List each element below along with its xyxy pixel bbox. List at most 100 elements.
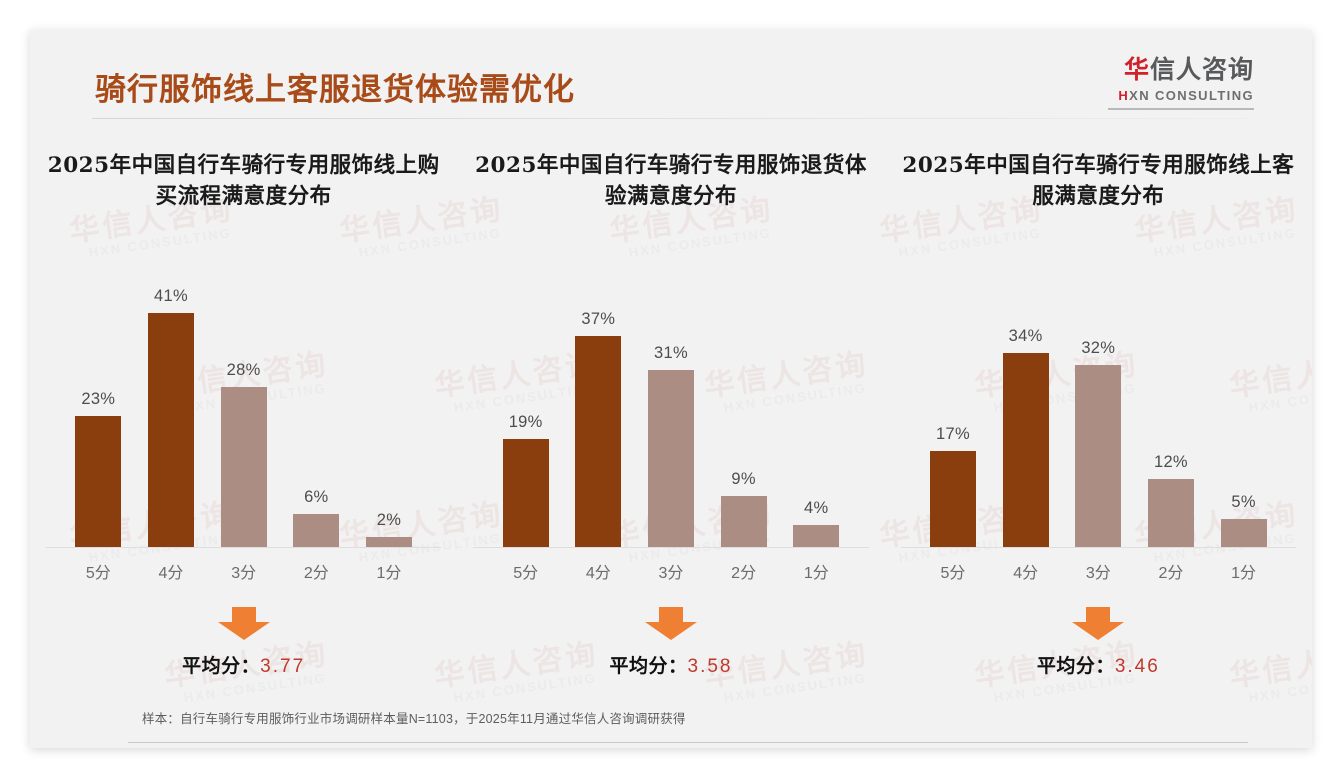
bar-1分[interactable] [365, 536, 412, 548]
bar-slot: 19% [491, 258, 560, 548]
bar-value-label: 5% [1231, 493, 1256, 512]
bar-value-label: 6% [304, 487, 329, 506]
average-score: 平均分：3.58 [471, 651, 870, 678]
x-tick-label: 4分 [158, 565, 184, 582]
bar-1分[interactable] [1220, 519, 1267, 548]
chart-title: 2025年中国自行车骑行专用服饰线上购买流程满意度分布 [47, 153, 440, 210]
chart-plot-area: 19% 37% 31% 9% 4% [471, 258, 870, 548]
bar-2分[interactable] [1147, 479, 1194, 548]
average-score-value: 3.58 [687, 656, 733, 677]
bar-4分[interactable] [575, 335, 622, 548]
bar-slot: 5% [1209, 258, 1278, 548]
bar-3分[interactable] [647, 370, 694, 548]
bar-slot: 17% [918, 258, 987, 548]
logo-en-accent: H [1118, 87, 1130, 103]
bar-3分[interactable] [1075, 364, 1122, 548]
x-axis-tick-labels: 5分 4分 3分 2分 1分 [489, 559, 852, 583]
bar-4分[interactable] [147, 312, 194, 548]
bar-slot: 6% [282, 258, 351, 548]
source-footnote: 样本：自行车骑行专用服饰行业市场调研样本量N=1103，于2025年11月通过华… [142, 712, 686, 726]
average-score-label: 平均分： [609, 655, 688, 677]
x-tick-label: 3分 [231, 565, 257, 582]
bar-5分[interactable] [929, 450, 976, 548]
x-tick-label: 2分 [303, 565, 329, 582]
down-arrow-icon [216, 607, 272, 641]
bar-value-label: 37% [581, 309, 616, 328]
x-axis-line [473, 547, 869, 548]
x-axis-tick-labels: 5分 4分 3分 2分 1分 [62, 559, 425, 583]
bar-slot: 34% [991, 258, 1060, 548]
chart-plot-area: 23% 41% 28% 6% 2% [44, 258, 443, 548]
slide-canvas: 华信人咨询 HXN CONSULTING 华信人咨询 HXN CONSULTING 华信… [30, 30, 1312, 748]
arrow-container [899, 607, 1298, 641]
page-title: 骑行服饰线上客服退货体验需优化 [95, 72, 575, 108]
bar-value-label: 31% [654, 344, 688, 363]
bar-value-label: 4% [804, 499, 829, 518]
slide-header: 骑行服饰线上客服退货体验需优化 [30, 30, 1312, 130]
title-divider [92, 118, 1247, 119]
bar-slot: 2% [354, 258, 423, 548]
x-axis-line [46, 547, 442, 548]
x-tick-label: 1分 [803, 565, 829, 582]
chart-title: 2025年中国自行车骑行专用服饰线上客服满意度分布 [902, 153, 1295, 210]
logo-underline [1108, 107, 1254, 110]
bar-value-label: 12% [1153, 453, 1188, 472]
x-axis-line [900, 547, 1296, 548]
chart-panel-1: 2025年中国自行车骑行专用服饰线上购买流程满意度分布 23% 41% 28% 6% 2%… [30, 150, 457, 678]
down-arrow-icon [643, 607, 699, 641]
bar-1分[interactable] [793, 525, 840, 548]
bar-value-label: 32% [1081, 338, 1116, 357]
arrow-container [44, 607, 443, 641]
average-score: 平均分：3.77 [44, 651, 443, 678]
x-tick-label: 5分 [940, 565, 966, 582]
x-tick-label: 1分 [1231, 565, 1257, 582]
chart-panel-2: 2025年中国自行车骑行专用服饰退货体验满意度分布 19% 37% 31% 9% 4% 5分… [457, 150, 884, 678]
x-tick-label: 2分 [731, 565, 757, 582]
bar-slot: 41% [136, 258, 205, 548]
bar-2分[interactable] [293, 513, 340, 548]
x-tick-label: 1分 [376, 565, 402, 582]
bar-slot: 23% [64, 258, 133, 548]
chart-title: 2025年中国自行车骑行专用服饰退货体验满意度分布 [475, 153, 867, 210]
bar-slot: 31% [636, 258, 705, 548]
bar-slot: 37% [564, 258, 633, 548]
bar-group: 17% 34% 32% 12% 5% [917, 258, 1280, 548]
bar-5分[interactable] [502, 439, 549, 548]
chart-plot-area: 17% 34% 32% 12% 5% [899, 258, 1298, 548]
bar-value-label: 41% [154, 286, 188, 305]
bar-slot: 12% [1136, 258, 1205, 548]
bar-3分[interactable] [220, 387, 267, 548]
bar-slot: 4% [782, 258, 851, 548]
bar-slot: 32% [1064, 258, 1133, 548]
company-logo: 华信人咨询 HXN CONSULTING [1108, 55, 1254, 110]
down-arrow-icon [1070, 607, 1126, 641]
arrow-container [471, 607, 870, 641]
x-tick-label: 3分 [658, 565, 684, 582]
charts-row: 2025年中国自行车骑行专用服饰线上购买流程满意度分布 23% 41% 28% 6% 2%… [30, 150, 1312, 678]
bar-5分[interactable] [75, 416, 122, 548]
x-axis-tick-labels: 5分 4分 3分 2分 1分 [917, 559, 1280, 583]
bar-slot: 9% [709, 258, 778, 548]
average-score-value: 3.77 [260, 656, 306, 677]
logo-cn-accent: 华 [1123, 55, 1150, 84]
x-tick-label: 3分 [1085, 565, 1111, 582]
bar-group: 19% 37% 31% 9% 4% [489, 258, 852, 548]
bar-group: 23% 41% 28% 6% 2% [62, 258, 425, 548]
average-score-label: 平均分： [1036, 655, 1115, 677]
chart-panel-3: 2025年中国自行车骑行专用服饰线上客服满意度分布 17% 34% 32% 12% 5% 5… [885, 150, 1312, 678]
logo-chinese-text: 华信人咨询 [1108, 55, 1254, 85]
bar-value-label: 19% [508, 413, 543, 432]
bar-2分[interactable] [720, 496, 767, 548]
average-score: 平均分：3.46 [899, 651, 1298, 678]
x-tick-label: 5分 [85, 565, 111, 582]
x-tick-label: 4分 [1013, 565, 1039, 582]
footer-divider [128, 742, 1248, 743]
logo-english-text: HXN CONSULTING [1108, 88, 1254, 103]
x-tick-label: 5分 [513, 565, 539, 582]
bar-value-label: 23% [81, 390, 116, 409]
logo-cn-rest: 信人咨询 [1149, 55, 1254, 84]
bar-value-label: 9% [731, 470, 756, 489]
bar-4分[interactable] [1002, 353, 1049, 548]
bar-value-label: 28% [226, 361, 261, 380]
x-tick-label: 2分 [1158, 565, 1184, 582]
